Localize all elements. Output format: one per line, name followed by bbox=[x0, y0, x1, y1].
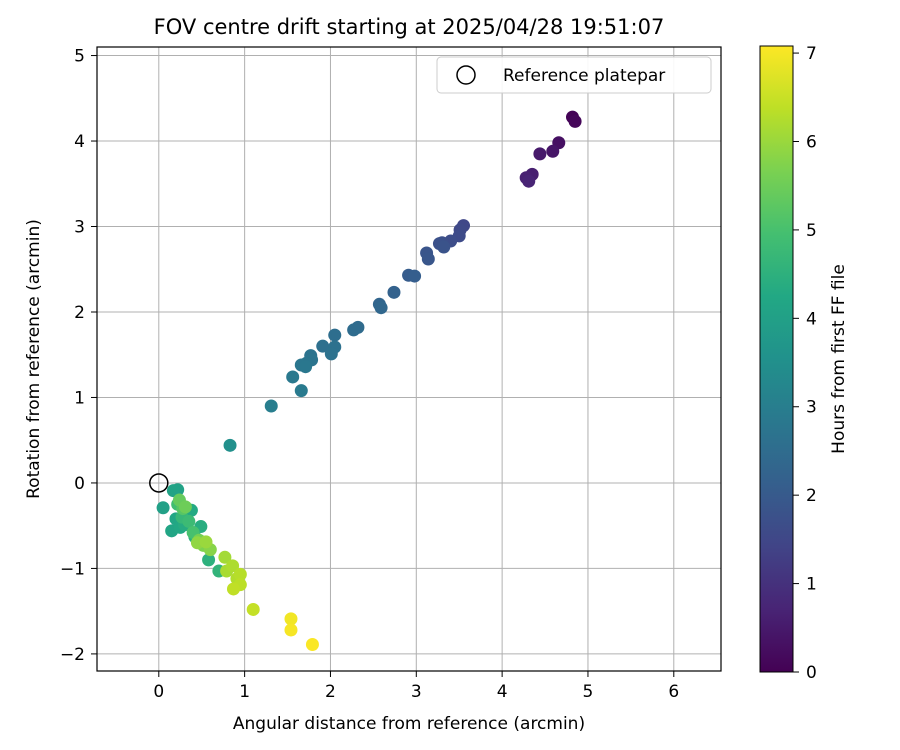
colorbar: 0 1 2 3 4 5 6 7 Hours from first FF file bbox=[759, 44, 849, 683]
legend-label-reference-platepar: Reference platepar bbox=[503, 66, 665, 86]
y-tick-label: 1 bbox=[74, 388, 85, 408]
legend-marker-reference-platepar bbox=[456, 65, 476, 85]
plot-frame bbox=[96, 46, 722, 672]
colorbar-tick-label: 3 bbox=[806, 398, 817, 418]
x-tick-label: 1 bbox=[239, 682, 250, 702]
x-tick-label: 4 bbox=[497, 682, 508, 702]
data-point bbox=[182, 514, 196, 528]
legend: Reference platepar bbox=[436, 56, 712, 94]
colorbar-tick-label: 2 bbox=[806, 486, 817, 506]
x-tick-label: 2 bbox=[325, 682, 336, 702]
data-point bbox=[223, 438, 237, 452]
y-tick-label: 4 bbox=[74, 132, 85, 152]
data-point bbox=[324, 347, 338, 361]
x-tick-label: 3 bbox=[411, 682, 422, 702]
y-tick-label: 5 bbox=[74, 47, 85, 67]
data-point bbox=[568, 114, 582, 128]
y-tick-label: −2 bbox=[60, 645, 85, 665]
data-point bbox=[374, 301, 388, 315]
data-point bbox=[156, 501, 170, 515]
data-point bbox=[347, 323, 361, 337]
data-point bbox=[437, 240, 451, 254]
data-point bbox=[387, 285, 401, 299]
colorbar-tick-label: 1 bbox=[806, 575, 817, 595]
x-tick-label: 6 bbox=[668, 682, 679, 702]
data-point bbox=[218, 550, 232, 564]
y-tick-label: 0 bbox=[74, 474, 85, 494]
legend-box bbox=[436, 56, 712, 94]
colorbar-gradient bbox=[759, 45, 794, 673]
data-point bbox=[316, 339, 330, 353]
data-point bbox=[246, 602, 260, 616]
x-tick-label: 0 bbox=[153, 682, 164, 702]
x-tick-label: 5 bbox=[583, 682, 594, 702]
y-axis-ticks: −2 −1 0 1 2 3 4 5 bbox=[60, 47, 97, 665]
x-axis-label: Angular distance from reference (arcmin) bbox=[233, 714, 585, 734]
y-tick-label: 2 bbox=[74, 303, 85, 323]
data-point bbox=[328, 328, 342, 342]
data-point bbox=[408, 269, 422, 283]
data-point bbox=[299, 360, 313, 374]
data-point bbox=[533, 147, 547, 161]
y-tick-label: 3 bbox=[74, 218, 85, 238]
data-point bbox=[264, 399, 278, 413]
data-point bbox=[546, 144, 560, 158]
chart-title: FOV centre drift starting at 2025/04/28 … bbox=[154, 15, 665, 39]
data-point bbox=[226, 559, 240, 573]
data-point bbox=[202, 553, 216, 567]
colorbar-tick-label: 6 bbox=[806, 132, 817, 152]
data-points bbox=[156, 110, 582, 652]
data-point bbox=[284, 612, 298, 626]
colorbar-ticks: 0 1 2 3 4 5 6 7 bbox=[793, 44, 817, 683]
data-point bbox=[522, 174, 536, 188]
colorbar-tick-label: 0 bbox=[806, 663, 817, 683]
data-point bbox=[286, 370, 300, 384]
data-point bbox=[284, 623, 298, 637]
data-point bbox=[226, 582, 240, 596]
data-point bbox=[305, 638, 319, 652]
data-point bbox=[166, 484, 180, 498]
y-axis-label: Rotation from reference (arcmin) bbox=[24, 219, 44, 499]
colorbar-tick-label: 4 bbox=[806, 309, 817, 329]
data-point bbox=[233, 567, 247, 581]
colorbar-label: Hours from first FF file bbox=[829, 264, 849, 454]
colorbar-tick-label: 5 bbox=[806, 221, 817, 241]
data-point bbox=[294, 384, 308, 398]
x-axis-ticks: 0 1 2 3 4 5 6 bbox=[153, 671, 679, 702]
data-point bbox=[199, 535, 213, 549]
data-point bbox=[421, 252, 435, 266]
grid-lines bbox=[97, 47, 721, 671]
colorbar-tick-label: 7 bbox=[806, 44, 817, 64]
reference-point-marker bbox=[149, 473, 169, 493]
y-tick-label: −1 bbox=[60, 559, 85, 579]
plot-area: 0 1 2 3 4 5 6 −2 −1 0 1 2 3 4 5 Reference platepar bbox=[60, 46, 722, 702]
data-point bbox=[178, 500, 192, 514]
